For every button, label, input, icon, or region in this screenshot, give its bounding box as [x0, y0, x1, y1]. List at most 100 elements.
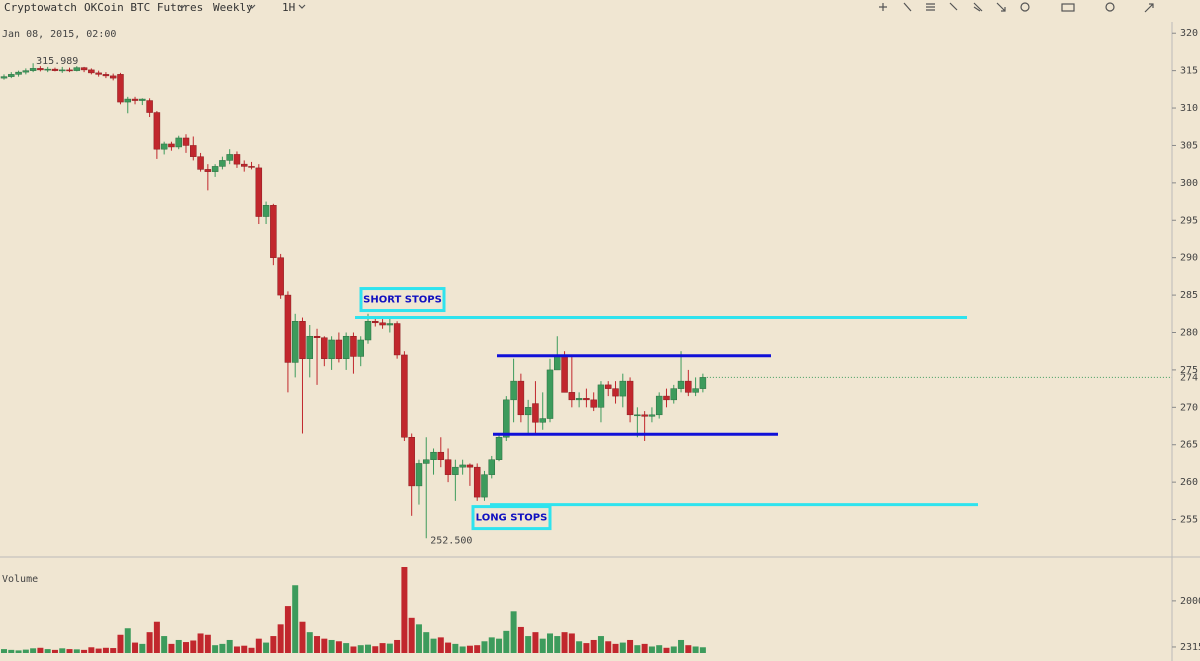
volume-bar [44, 649, 51, 653]
volume-bar [568, 633, 575, 653]
toolbar-icons [178, 2, 1154, 13]
volume-bar [415, 624, 422, 653]
volume-bar [670, 646, 677, 653]
candle-body [240, 163, 248, 167]
candle-body [372, 321, 379, 324]
volume-bar [95, 648, 102, 653]
stop-label: SHORT STOPS [363, 295, 442, 306]
volume-bar [161, 636, 168, 653]
volume-bar [8, 649, 15, 653]
candle-body [648, 414, 656, 417]
candle-body [663, 395, 670, 401]
candle-body [561, 354, 568, 393]
y-tick-label: 255 [1180, 515, 1198, 526]
keyboard-button[interactable] [1061, 3, 1075, 12]
candle-body [44, 68, 51, 71]
settings-button[interactable] [1105, 2, 1115, 12]
candle-body [328, 339, 335, 359]
candle-body [524, 407, 532, 416]
volume-bar [343, 643, 350, 653]
candle-body [146, 100, 153, 113]
candle-body [197, 156, 204, 170]
candle-body [517, 380, 525, 416]
volume-bar [204, 634, 211, 653]
candle-body [699, 377, 707, 389]
candle-body [80, 67, 88, 71]
volume-bar [37, 647, 44, 653]
candle-body [175, 137, 182, 148]
candle-body [539, 418, 546, 423]
volume-bar [102, 647, 109, 653]
candle-body [422, 459, 430, 464]
pitchfork-tool[interactable] [973, 2, 983, 12]
volume-bar [233, 646, 240, 653]
candle-body [313, 335, 321, 338]
candle-body [342, 335, 350, 359]
ray-tool[interactable] [949, 2, 958, 11]
volume-title: Volume [2, 574, 38, 585]
candle-body [481, 474, 488, 498]
volume-bar [408, 617, 415, 653]
candle-body [437, 451, 445, 460]
volume-bar [73, 649, 80, 653]
candle-body [692, 388, 699, 393]
volume-bar [22, 649, 29, 653]
candle-body [8, 74, 15, 77]
candle-body [466, 464, 474, 468]
candle-body [233, 154, 241, 165]
line-tool[interactable] [903, 2, 912, 12]
volume-bar [437, 637, 444, 653]
candle-body [51, 68, 59, 71]
candle-body [109, 75, 117, 79]
crosshair-tool[interactable] [879, 3, 887, 11]
candle-body [393, 323, 401, 356]
candle-body [685, 380, 692, 393]
market-select[interactable]: OKCoin BTC Futures [84, 1, 203, 14]
range-select[interactable]: Weekly [213, 1, 253, 14]
candle-body [408, 437, 415, 487]
candle-body [415, 463, 423, 487]
volume-bar [678, 639, 685, 653]
volume-bar [517, 626, 524, 653]
candle-body [670, 388, 678, 401]
candle-body [626, 380, 634, 416]
candle-body [124, 98, 132, 103]
volume-bar [663, 647, 670, 653]
circle-tool[interactable] [1020, 2, 1030, 12]
y-tick-label: 315 [1180, 66, 1198, 77]
volume-bar [335, 641, 342, 653]
candle-body [291, 321, 299, 363]
volume-bar [183, 642, 189, 653]
candle-body [88, 69, 95, 74]
stop-label-box [359, 287, 446, 313]
candle-body [335, 339, 343, 359]
site-name[interactable]: Cryptowatch [4, 1, 77, 14]
volume-bar [277, 624, 284, 653]
y-tick-label: 275 [1180, 365, 1198, 376]
candle-body [204, 169, 212, 172]
candle-body [299, 321, 306, 359]
volume-bar [386, 643, 393, 653]
volume-bar [219, 643, 226, 653]
candle-body [190, 145, 197, 157]
volume-bar [241, 645, 248, 653]
candle-body [634, 414, 641, 417]
volume-bar [699, 647, 706, 653]
volume-bar [132, 642, 139, 653]
arrow-tool[interactable] [996, 2, 1006, 12]
interval-select[interactable]: 1H [282, 1, 295, 14]
fullscreen-button[interactable] [1144, 3, 1154, 13]
fib-tool[interactable] [926, 3, 935, 11]
volume-bar [328, 639, 335, 653]
volume-bar [66, 649, 73, 653]
y-tick-label: 265 [1180, 440, 1198, 451]
volume-bar [81, 649, 88, 653]
volume-bar [481, 641, 488, 653]
volume-bar [576, 641, 583, 653]
candle-body [597, 384, 605, 408]
volume-bar [474, 645, 481, 653]
volume-bar [1, 649, 7, 653]
volume-bar [270, 636, 277, 653]
candle-body [321, 337, 328, 359]
